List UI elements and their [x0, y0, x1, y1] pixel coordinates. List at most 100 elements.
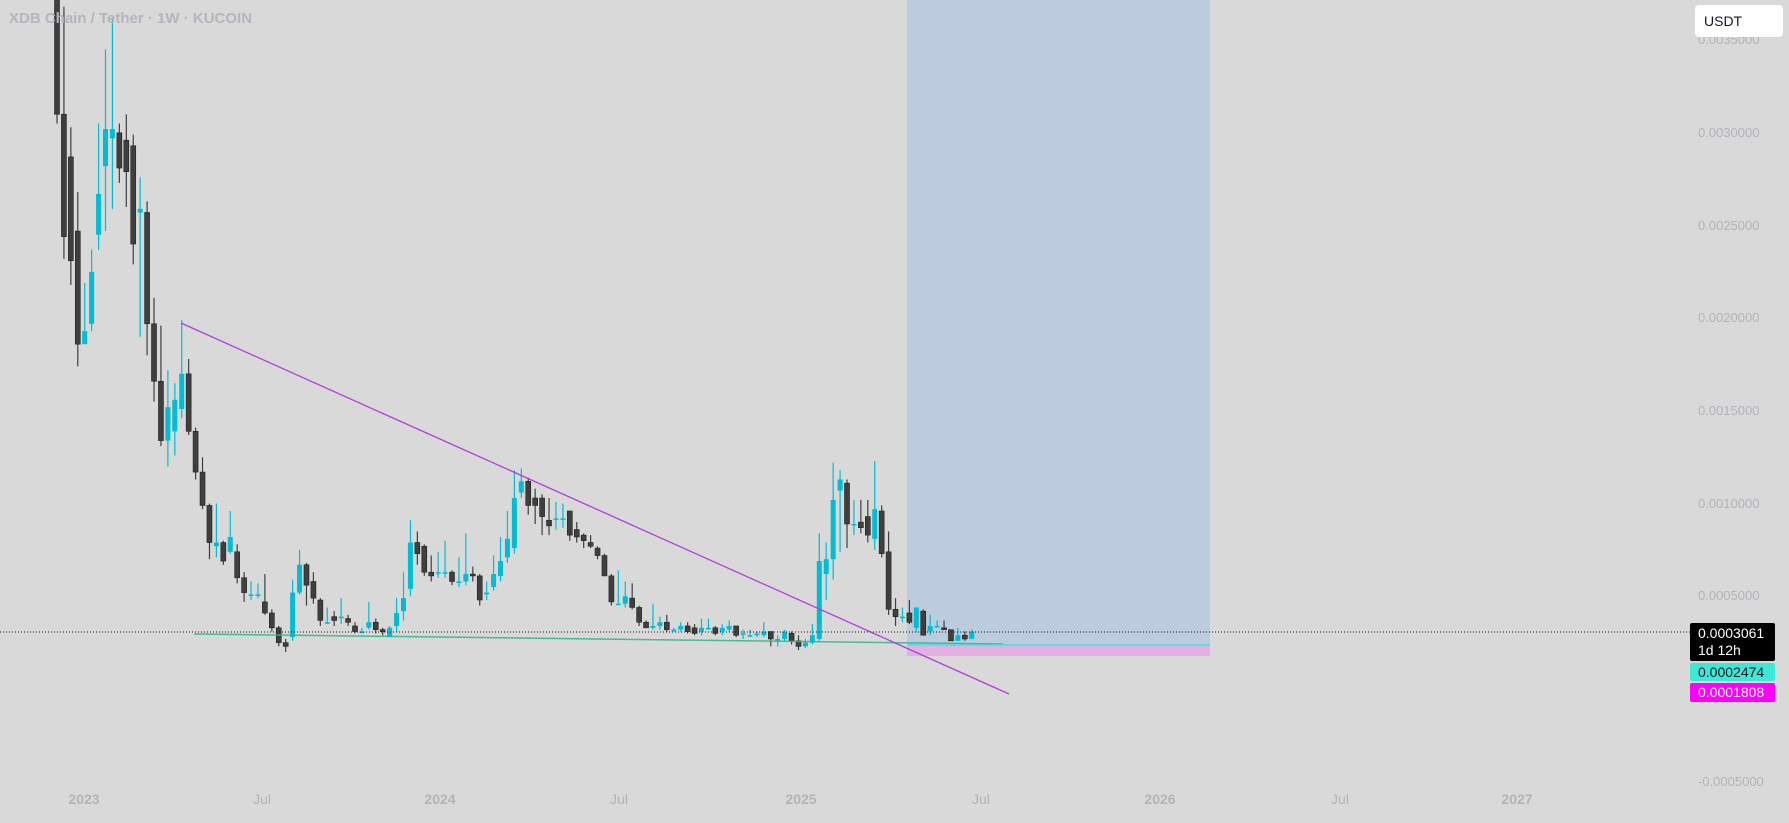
- candle-body: [601, 555, 608, 577]
- candle: [511, 470, 517, 554]
- time-tick-label: 2023: [68, 791, 100, 807]
- candle-body: [934, 625, 940, 628]
- candle-body: [498, 561, 504, 576]
- candle-body: [103, 129, 109, 167]
- candle: [303, 562, 310, 606]
- time-tick-label: Jul: [253, 791, 271, 807]
- time-tick-label: Jul: [972, 791, 990, 807]
- candle: [816, 533, 822, 641]
- candle: [372, 618, 379, 634]
- candle-body: [872, 509, 878, 539]
- candle: [691, 624, 698, 636]
- candle-body: [484, 592, 490, 595]
- candle-body: [290, 592, 296, 638]
- candle-body: [255, 594, 261, 596]
- candle: [955, 627, 961, 641]
- candle: [837, 470, 843, 552]
- candle: [359, 627, 365, 634]
- candle: [892, 598, 899, 626]
- candle-body: [241, 577, 247, 593]
- candle: [428, 555, 435, 582]
- last-price-tag: 0.0003061 1d 12h: [1690, 623, 1775, 661]
- candle: [144, 201, 150, 356]
- candle: [227, 511, 233, 554]
- candle-body: [525, 481, 532, 506]
- candle-body: [580, 534, 587, 541]
- candle-body: [927, 625, 933, 632]
- candle: [899, 607, 905, 623]
- candle-body: [352, 625, 358, 632]
- currency-button[interactable]: USDT: [1695, 5, 1783, 37]
- candle-body: [705, 627, 711, 630]
- candle: [275, 625, 282, 647]
- candle: [310, 572, 317, 604]
- candle-body: [297, 564, 303, 593]
- candle-body: [179, 373, 185, 410]
- candle-body: [650, 625, 656, 628]
- candle: [96, 123, 102, 250]
- candle: [657, 616, 663, 630]
- stop-price-tag: 0.0001808: [1690, 683, 1775, 702]
- candle: [89, 249, 95, 332]
- candle: [394, 598, 400, 632]
- price-tick-label: 0.0030000: [1698, 124, 1760, 140]
- candle-body: [89, 271, 95, 324]
- candle: [68, 127, 74, 285]
- target-zone: [907, 0, 1210, 645]
- candle: [269, 609, 275, 632]
- candle: [282, 638, 289, 652]
- candle-body: [830, 499, 836, 560]
- candle-body: [372, 621, 379, 630]
- candle: [969, 629, 975, 639]
- candle: [920, 609, 927, 636]
- candle: [761, 622, 767, 638]
- candle: [103, 49, 109, 232]
- candle: [379, 627, 386, 636]
- candle: [498, 536, 504, 582]
- candle: [297, 549, 303, 595]
- candle-body: [587, 542, 594, 547]
- candle-body: [816, 561, 822, 639]
- candle-body: [61, 113, 67, 237]
- candle-body: [684, 625, 691, 632]
- candle: [525, 477, 532, 515]
- candle: [199, 457, 206, 510]
- candle-body: [802, 642, 808, 647]
- entry-price-tag: 0.0002474: [1690, 663, 1775, 681]
- candle: [54, 0, 60, 124]
- candle: [622, 581, 628, 608]
- candle-body: [414, 542, 421, 554]
- candle-body: [324, 622, 330, 624]
- candle-body: [338, 616, 344, 619]
- support-trendline: [193, 633, 1004, 645]
- candle-body: [82, 331, 88, 345]
- candle-body: [775, 638, 781, 641]
- candle-body: [234, 551, 240, 579]
- time-tick-label: 2024: [424, 791, 456, 807]
- candle: [698, 618, 704, 636]
- candle: [913, 607, 919, 632]
- time-tick-label: 2026: [1144, 791, 1176, 807]
- candle-body: [463, 574, 469, 582]
- candle: [401, 572, 406, 621]
- price-tick-label: 0.0025000: [1698, 217, 1760, 233]
- candle-body: [761, 631, 767, 636]
- candle-body: [573, 529, 580, 538]
- candle-body: [906, 612, 913, 623]
- candle-body: [109, 129, 115, 139]
- time-tick-label: 2027: [1501, 791, 1533, 807]
- candle-body: [137, 208, 143, 213]
- candle-body: [54, 0, 60, 115]
- candle: [456, 557, 462, 588]
- candle-body: [878, 510, 885, 554]
- candle-body: [740, 633, 746, 635]
- candle: [469, 566, 476, 582]
- position-zones[interactable]: [907, 0, 1210, 656]
- price-tick-label: 0.0005000: [1698, 588, 1760, 604]
- candle: [532, 488, 538, 524]
- candle: [587, 535, 594, 549]
- candle: [192, 427, 199, 480]
- candle: [317, 598, 324, 626]
